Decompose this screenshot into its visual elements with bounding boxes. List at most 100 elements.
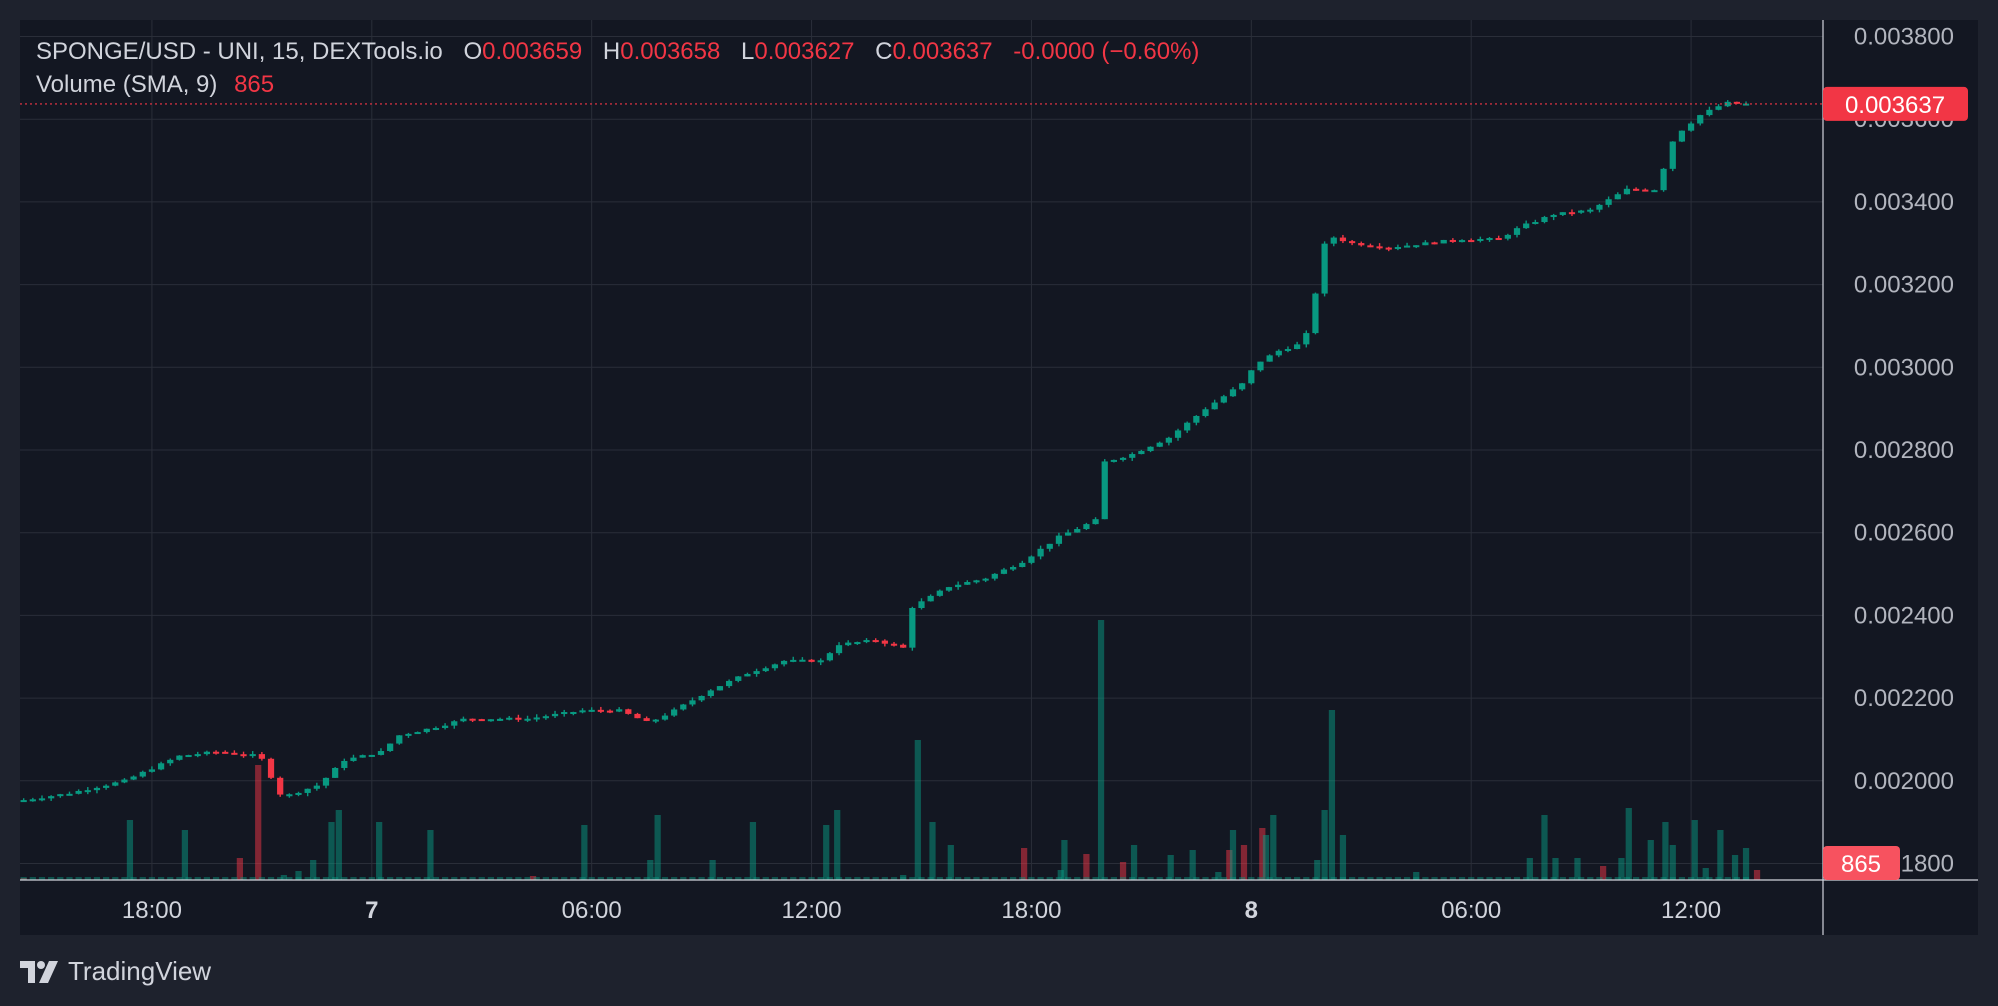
volume-bar <box>1706 877 1713 880</box>
volume-bar <box>652 877 659 880</box>
candle <box>194 751 201 758</box>
volume-bar <box>1064 877 1072 880</box>
volume-bar <box>671 877 678 880</box>
volume-bar <box>1358 877 1365 880</box>
candle-body <box>1596 204 1603 210</box>
candle-body <box>1010 567 1017 570</box>
volume-indicator-title[interactable]: Volume (SMA, 9) <box>36 71 218 98</box>
volume-bar <box>1632 877 1640 880</box>
candle <box>1449 238 1456 243</box>
volume-bar <box>1385 877 1392 880</box>
candle <box>368 754 375 757</box>
volume-bar <box>1028 877 1035 880</box>
candle <box>561 709 568 717</box>
volume-bar <box>258 877 265 880</box>
candle <box>1550 213 1557 221</box>
volume-bar <box>689 877 696 880</box>
candle <box>1660 167 1667 192</box>
volume-bar <box>709 860 716 880</box>
volume-bar <box>581 825 588 880</box>
candle-body <box>1614 194 1621 200</box>
volume-bar <box>854 877 861 880</box>
candle <box>872 638 879 643</box>
candle <box>1202 407 1209 418</box>
candle-body <box>1275 350 1282 356</box>
candle-body <box>597 709 604 712</box>
candle-body <box>48 796 55 799</box>
volume-bar <box>1083 854 1090 880</box>
candle <box>753 668 760 677</box>
candle-body <box>872 640 879 643</box>
candle-body <box>1303 333 1310 345</box>
volume-bar <box>762 877 769 880</box>
volume-bar <box>1119 877 1127 880</box>
candle-body <box>1651 190 1658 193</box>
candle <box>652 719 659 724</box>
volume-bar <box>570 877 577 880</box>
volume-bar <box>29 877 36 880</box>
volume-bar <box>157 877 165 880</box>
candle <box>432 726 440 731</box>
volume-bar <box>661 877 669 880</box>
time-axis[interactable]: 18:00 7 06:00 12:00 18:00 8 06:00 12:00 <box>122 897 1721 924</box>
candle-body <box>707 690 714 697</box>
volume-bar <box>1753 870 1761 880</box>
candle-body <box>1623 188 1631 195</box>
volume-bar <box>1731 855 1739 880</box>
candle-body <box>451 721 458 726</box>
tradingview-brand[interactable]: TradingView <box>20 956 211 987</box>
candle <box>1156 441 1163 448</box>
volume-bar <box>1724 877 1731 880</box>
candle-body <box>1358 243 1365 246</box>
candle-body <box>29 799 36 802</box>
volume-bar <box>542 877 549 880</box>
price-tick-label: 0.002200 <box>1854 685 1954 712</box>
volume-bar <box>826 877 833 880</box>
volume-bar <box>185 877 192 880</box>
candle-body <box>1532 222 1539 225</box>
candle-body <box>93 787 101 791</box>
volume-bar <box>1202 877 1209 880</box>
candle <box>845 640 852 647</box>
volume-bar <box>1733 877 1740 880</box>
candle <box>1257 361 1264 372</box>
volume-bar <box>487 877 495 880</box>
chart-background <box>20 20 1978 935</box>
candle-body <box>799 659 806 662</box>
candle <box>1642 188 1649 192</box>
candle-body <box>542 716 549 719</box>
candle <box>1495 235 1502 241</box>
volume-bar <box>1574 858 1581 880</box>
price-tick-label: 0.002800 <box>1854 437 1954 464</box>
candle-body <box>625 709 632 714</box>
open-label: O <box>463 38 483 65</box>
candle <box>1587 207 1594 214</box>
volume-bar <box>427 830 434 880</box>
candle <box>377 748 385 756</box>
volume-bar <box>176 877 183 880</box>
volume-bar <box>126 820 134 880</box>
candle <box>441 723 449 730</box>
candle <box>1147 446 1154 453</box>
volume-bar <box>84 877 91 880</box>
candle <box>185 754 192 758</box>
volume-bar <box>414 877 421 880</box>
volume-bar <box>654 815 661 880</box>
candle-body <box>75 790 82 794</box>
candle-body <box>1523 223 1530 229</box>
candle-body <box>1028 556 1035 563</box>
volume-bar <box>1742 848 1750 880</box>
symbol-title[interactable]: SPONGE/USD - UNI, 15, DEXTools.io <box>36 38 443 65</box>
candle <box>423 728 430 734</box>
volume-bar <box>817 877 824 880</box>
volume-bar <box>236 858 243 880</box>
volume-bar <box>625 877 632 880</box>
candle-body <box>103 785 110 788</box>
candle-body <box>1458 240 1466 243</box>
time-tick-label: 06:00 <box>562 897 622 924</box>
grid <box>20 20 1823 880</box>
volume-bar <box>1229 877 1237 880</box>
volume-bar <box>1167 855 1174 880</box>
volume-bar <box>181 830 189 880</box>
